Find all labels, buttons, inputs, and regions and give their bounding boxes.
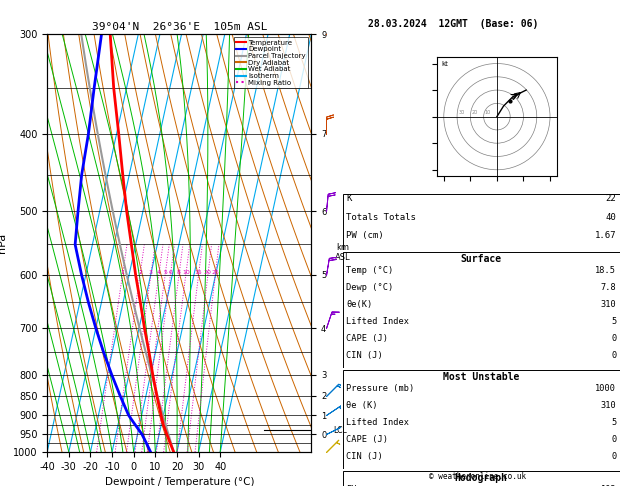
Text: 30: 30 [459,110,465,115]
Title: 39°04'N  26°36'E  105m ASL: 39°04'N 26°36'E 105m ASL [91,22,267,32]
Text: 20: 20 [204,270,212,275]
Text: 102: 102 [601,485,616,486]
Text: 0: 0 [611,435,616,444]
Text: 4: 4 [157,270,161,275]
Y-axis label: hPa: hPa [0,233,8,253]
Text: 5: 5 [611,418,616,427]
Text: Lifted Index: Lifted Index [346,418,409,427]
Y-axis label: km
ASL: km ASL [335,243,351,262]
Text: Most Unstable: Most Unstable [443,372,520,382]
Text: EH: EH [346,485,357,486]
Text: Temp (°C): Temp (°C) [346,266,393,275]
Text: CIN (J): CIN (J) [346,452,382,461]
Text: 18.5: 18.5 [596,266,616,275]
Legend: Temperature, Dewpoint, Parcel Trajectory, Dry Adiabat, Wet Adiabat, Isotherm, Mi: Temperature, Dewpoint, Parcel Trajectory… [233,37,308,88]
Text: Dewp (°C): Dewp (°C) [346,283,393,292]
Text: CAPE (J): CAPE (J) [346,334,388,343]
Text: 7.8: 7.8 [601,283,616,292]
Text: 6: 6 [169,270,172,275]
Text: 10: 10 [485,110,491,115]
Text: 28.03.2024  12GMT  (Base: 06): 28.03.2024 12GMT (Base: 06) [368,19,538,30]
Text: LCL: LCL [333,426,347,435]
Text: CIN (J): CIN (J) [346,351,382,360]
Text: 3: 3 [149,270,153,275]
Text: 8: 8 [177,270,181,275]
Text: CAPE (J): CAPE (J) [346,435,388,444]
Text: Surface: Surface [460,254,502,264]
Text: 1000: 1000 [596,384,616,393]
Text: Lifted Index: Lifted Index [346,317,409,326]
Text: θe(K): θe(K) [346,300,372,309]
Text: 310: 310 [601,401,616,410]
Text: PW (cm): PW (cm) [346,231,384,241]
X-axis label: Dewpoint / Temperature (°C): Dewpoint / Temperature (°C) [104,477,254,486]
Text: 10: 10 [182,270,190,275]
Text: © weatheronline.co.uk: © weatheronline.co.uk [430,472,526,481]
Text: 22: 22 [606,194,616,204]
Text: K: K [346,194,352,204]
Text: 5: 5 [611,317,616,326]
Text: Hodograph: Hodograph [455,473,508,483]
Text: 0: 0 [611,351,616,360]
Text: 2: 2 [138,270,142,275]
Text: 5: 5 [164,270,167,275]
Text: 0: 0 [611,334,616,343]
Text: 15: 15 [195,270,203,275]
Text: 25: 25 [211,270,220,275]
Text: 1.67: 1.67 [595,231,616,241]
Text: Totals Totals: Totals Totals [346,213,416,222]
Text: 1: 1 [121,270,125,275]
Text: kt: kt [441,61,448,67]
Text: 20: 20 [472,110,478,115]
Text: 0: 0 [611,452,616,461]
Text: 310: 310 [601,300,616,309]
Text: Pressure (mb): Pressure (mb) [346,384,415,393]
Text: θe (K): θe (K) [346,401,377,410]
Text: 40: 40 [606,213,616,222]
